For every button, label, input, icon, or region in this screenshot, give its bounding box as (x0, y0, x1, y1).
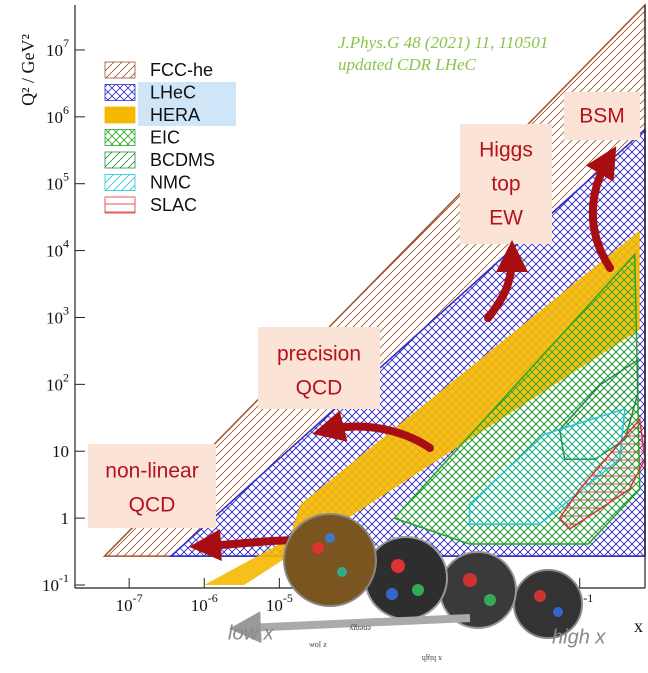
legend-swatch (105, 197, 135, 213)
legend-swatch (105, 175, 135, 191)
reference: J.Phys.G 48 (2021) 11, 110501 (338, 33, 548, 52)
low-x-label: low x (228, 622, 275, 644)
legend-swatch (105, 62, 135, 78)
tick-base: 10 (46, 375, 63, 394)
tick-base: 10 (46, 242, 63, 261)
tick-exponent: 5 (63, 169, 69, 183)
callout: Higgs (479, 139, 533, 162)
reference: updated CDR LHeC (338, 55, 477, 74)
tick-exponent: 2 (63, 370, 69, 384)
y-axis-title: Q² / GeV² (18, 34, 38, 106)
legend-label: SLAC (150, 195, 197, 215)
tick-label: 104 (46, 236, 69, 260)
legend-label: HERA (150, 105, 200, 125)
tick-base: 10 (116, 596, 133, 615)
tick-exponent: -6 (208, 591, 218, 605)
legend-label: BCDMS (150, 150, 215, 170)
mirrored-label: x low (309, 640, 327, 649)
x-axis-title: x (634, 616, 643, 636)
legend-label: NMC (150, 172, 191, 192)
tick-label: 10-7 (116, 591, 143, 615)
mirrored-label: energy (349, 624, 371, 633)
legend-swatch (105, 130, 135, 146)
mirrored-label: x high (422, 654, 442, 663)
callout: QCD (296, 377, 343, 400)
tick-base: 10 (191, 596, 208, 615)
callout: non-linear (105, 460, 198, 483)
callout: EW (489, 207, 523, 230)
tick-exponent: 4 (63, 236, 69, 250)
tick-base: 10 (46, 308, 63, 327)
tick-exponent: 6 (63, 103, 69, 117)
callout: BSM (579, 105, 625, 128)
tick-label: 10-5 (266, 591, 293, 615)
legend-label: FCC-he (150, 60, 213, 80)
tick-base: 10 (266, 596, 283, 615)
tick-label: 102 (46, 370, 69, 394)
tick-label: 103 (46, 303, 69, 327)
tick-label: 10-1 (42, 571, 69, 595)
legend-swatch (105, 152, 135, 168)
tick-exponent: 7 (63, 36, 69, 50)
callout: top (491, 173, 520, 196)
callout: precision (277, 343, 361, 366)
tick-exponent: -1 (583, 591, 593, 605)
callout: QCD (129, 494, 176, 517)
tick-exponent: -1 (59, 571, 69, 585)
tick-base: 10 (42, 576, 59, 595)
tick-label: 10 (52, 442, 69, 461)
tick-label: 10-6 (191, 591, 218, 615)
chart: 10710610510410310210110-110-710-610-510-… (0, 0, 648, 668)
legend-label: EIC (150, 127, 180, 147)
high-x-label: high x (552, 626, 606, 648)
legend-swatch (105, 107, 135, 123)
legend-swatch (105, 85, 135, 101)
tick-base: 10 (46, 41, 63, 60)
tick-exponent: 3 (63, 303, 69, 317)
tick-base: 10 (46, 175, 63, 194)
tick-exponent: -5 (283, 591, 293, 605)
tick-label: 106 (46, 103, 69, 127)
tick-label: 1 (61, 509, 70, 528)
legend-label: LHeC (150, 82, 196, 102)
tick-label: 107 (46, 36, 69, 60)
tick-exponent: -7 (133, 591, 143, 605)
tick-label: 105 (46, 169, 69, 193)
tick-base: 10 (46, 108, 63, 127)
